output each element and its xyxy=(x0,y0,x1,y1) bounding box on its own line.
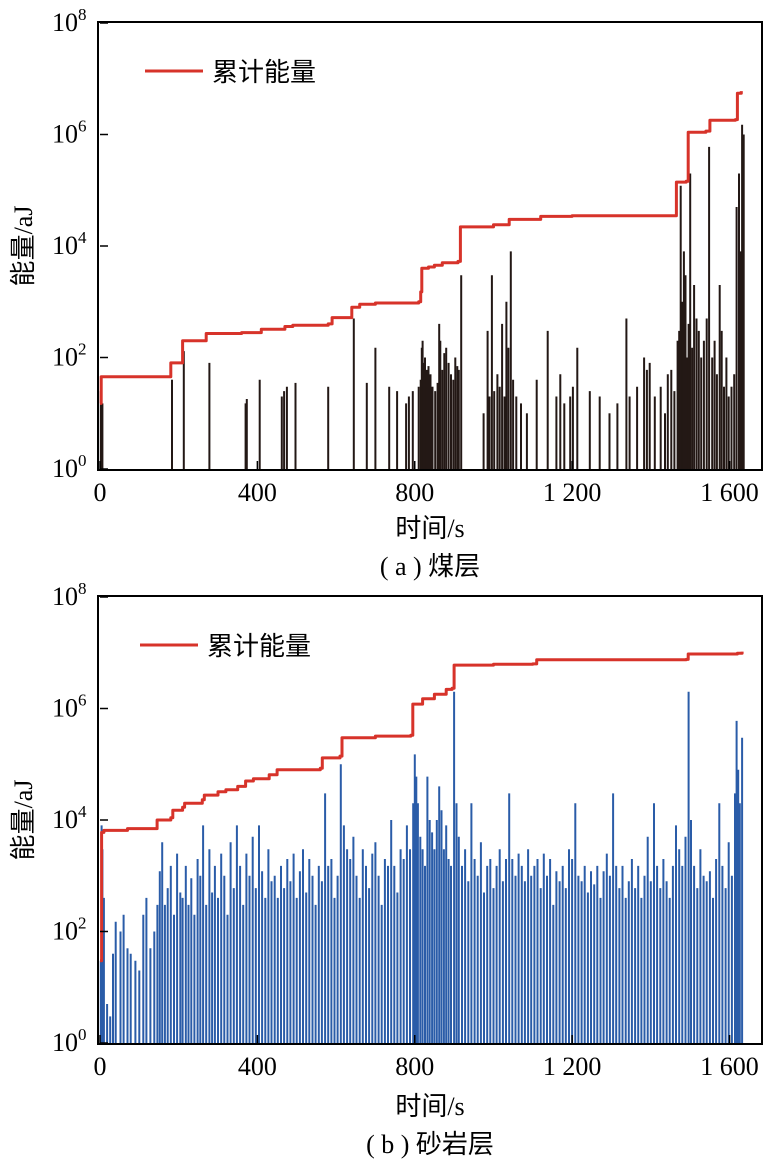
panel-b: 累计能量 100 102 104 106 108 0 400 800 1 200 1 600 能… xyxy=(9,579,763,1159)
panel-b-x-ticks: 0 400 800 1 200 1 600 xyxy=(94,1035,759,1081)
panel-a-frame xyxy=(97,21,763,471)
panel-b-x-axis-label: 时间/s xyxy=(395,1092,464,1121)
panel-a-x-axis-label: 时间/s xyxy=(395,514,464,543)
panel-b-caption: ( b ) 砂岩层 xyxy=(366,1130,494,1159)
panel-a-y-tick-label-0: 100 xyxy=(52,451,87,483)
panel-a-y-tick-label-3: 106 xyxy=(52,117,87,149)
panel-a-y-tick-label-4: 108 xyxy=(52,5,87,37)
panel-b-x-tick-label-1: 400 xyxy=(238,1052,277,1081)
panel-a-x-ticks: 0 400 800 1 200 1 600 xyxy=(94,461,759,507)
panel-b-cumulative-line xyxy=(100,651,744,963)
panel-a-x-tick-label-4: 1 600 xyxy=(700,478,759,507)
panel-a-y-tick-label-2: 104 xyxy=(52,228,87,260)
panel-a-x-tick-label-1: 400 xyxy=(238,478,277,507)
panel-b-y-tick-label-2: 104 xyxy=(52,802,87,834)
panel-b-x-tick-label-3: 1 200 xyxy=(543,1052,602,1081)
panel-a: 累计能量 100 102 104 106 108 0 400 800 1 200 1 600 能… xyxy=(9,5,763,581)
panel-a-cumulative-line xyxy=(99,91,743,405)
panel-b-bars xyxy=(99,691,744,1043)
panel-a-y-ticks: 100 102 104 106 108 xyxy=(52,5,108,483)
panel-a-legend: 累计能量 xyxy=(145,58,316,88)
panel-a-y-tick-label-1: 102 xyxy=(52,340,87,372)
panel-b-y-axis-label: 能量/aJ xyxy=(9,780,38,861)
panel-b-y-tick-label-4: 108 xyxy=(52,579,87,611)
panel-b-y-tick-label-0: 100 xyxy=(52,1025,87,1057)
panel-b-x-tick-label-4: 1 600 xyxy=(700,1052,759,1081)
panel-b-legend: 累计能量 xyxy=(140,632,311,662)
panel-b-legend-label: 累计能量 xyxy=(207,632,311,662)
panel-a-legend-label: 累计能量 xyxy=(212,58,316,88)
panel-a-x-tick-label-3: 1 200 xyxy=(543,478,602,507)
panel-b-x-tick-label-2: 800 xyxy=(395,1052,434,1081)
panel-a-caption: ( a ) 煤层 xyxy=(380,552,480,581)
panel-b-y-ticks: 100 102 104 106 108 xyxy=(52,579,108,1057)
panel-a-bars xyxy=(99,124,745,469)
panel-b-x-tick-label-0: 0 xyxy=(94,1052,107,1081)
panel-b-frame xyxy=(97,595,763,1045)
panel-b-y-tick-label-3: 106 xyxy=(52,691,87,723)
panel-a-x-tick-label-2: 800 xyxy=(395,478,434,507)
panel-a-y-axis-label: 能量/aJ xyxy=(9,206,38,287)
panel-b-y-tick-label-1: 102 xyxy=(52,914,87,946)
panel-a-x-tick-label-0: 0 xyxy=(94,478,107,507)
